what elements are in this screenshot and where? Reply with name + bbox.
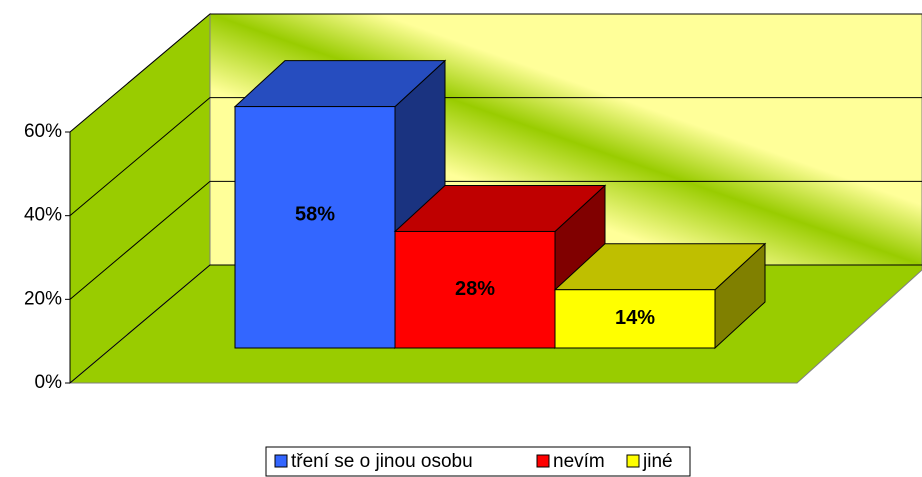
y-tick-label: 60% [24, 121, 62, 142]
y-tick-label: 20% [24, 288, 62, 309]
data-label: 28% [455, 278, 495, 300]
bar [394, 230, 556, 349]
legend-label: tření se o jinou osobu [291, 451, 473, 472]
legend-label: nevím [553, 451, 605, 472]
y-tick-label: 0% [35, 372, 63, 393]
legend-swatch [626, 454, 640, 468]
grid-line [69, 13, 922, 133]
grid-line [69, 97, 922, 217]
grid-line [69, 180, 922, 300]
legend-swatch [536, 454, 550, 468]
legend-swatch [274, 454, 288, 468]
legend [265, 446, 691, 477]
legend-label: jiné [642, 451, 673, 472]
y-tick-label: 40% [24, 205, 62, 226]
data-label: 14% [615, 307, 655, 329]
bar [234, 106, 396, 349]
data-label: 58% [295, 204, 335, 226]
bar [554, 289, 716, 349]
